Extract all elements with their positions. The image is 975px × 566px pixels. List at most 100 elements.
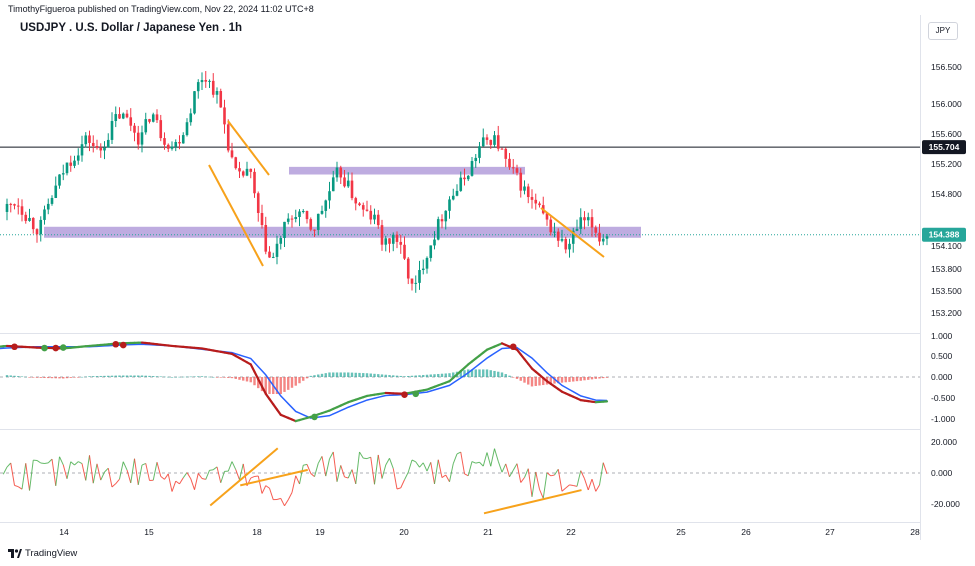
oscillator-line-segment (265, 485, 270, 489)
macd-histogram-bar (137, 375, 140, 377)
oscillator-line-segment (197, 473, 203, 479)
candle-body (553, 231, 556, 233)
oscillator-line-segment (96, 463, 102, 481)
candle-body (436, 219, 440, 240)
macd-cross-marker (52, 344, 60, 352)
candle-body (298, 211, 301, 218)
candle-body (511, 167, 515, 169)
oscillator-line-segment (460, 451, 465, 474)
macd-histogram-bar (493, 370, 496, 377)
macd-tick-label: 1.000 (931, 331, 953, 341)
oscillator-line-segment (235, 469, 240, 480)
macd-histogram-bar (92, 376, 95, 377)
oscillator-line-segment (167, 473, 173, 492)
macd-histogram-bar (602, 377, 605, 379)
oscillator-line-segment (299, 465, 304, 485)
macd-histogram-bar (80, 376, 84, 378)
macd-cross-marker (112, 340, 120, 348)
candle-body (583, 217, 586, 221)
currency-button[interactable]: JPY (928, 22, 958, 40)
candle-body (575, 228, 579, 231)
candle-body (290, 218, 294, 220)
macd-histogram-bar (508, 375, 511, 377)
macd-histogram-bar (257, 377, 260, 389)
candle-body (170, 146, 174, 149)
oscillator-line-segment (539, 489, 544, 499)
candle-body (65, 162, 69, 174)
price-tick-label: 153.200 (931, 308, 962, 318)
oscillator-layer (0, 447, 920, 515)
candle-body (294, 217, 298, 219)
candle-body (260, 213, 264, 226)
oscillator-line-segment (220, 471, 225, 483)
candle-body (159, 120, 163, 139)
candle-body (388, 238, 391, 244)
macd-histogram-bar (339, 372, 342, 377)
candle-body (80, 144, 84, 156)
macd-histogram-bar (500, 372, 504, 377)
macd-histogram-bar (107, 375, 110, 377)
oscillator-line-segment (314, 463, 319, 477)
macd-histogram-bar (5, 375, 9, 377)
macd-histogram-bar (208, 376, 211, 378)
macd-histogram-bar (28, 377, 31, 378)
macd-histogram-bar (35, 377, 39, 378)
oscillator-trendline (240, 468, 308, 487)
macd-line-segment (260, 385, 267, 395)
macd-histogram-bar (84, 376, 87, 378)
candle-body (256, 193, 260, 214)
x-tick-label: 28 (910, 527, 920, 537)
macd-layer (0, 340, 920, 423)
oscillator-line-segment (119, 461, 124, 480)
candle-body (99, 147, 103, 151)
candle-body (444, 210, 448, 222)
oscillator-line-segment (430, 462, 435, 485)
macd-histogram-bar (313, 375, 316, 377)
macd-histogram-bar (212, 376, 215, 378)
macd-line-segment (257, 378, 264, 388)
candle-body (189, 113, 193, 123)
candle-body (271, 256, 275, 258)
macd-histogram-bar (504, 374, 507, 377)
candle-body (148, 119, 151, 122)
tradingview-logo[interactable]: TradingView (8, 548, 77, 559)
macd-histogram-bar (43, 377, 46, 378)
candle-body (181, 135, 185, 144)
axis-layer: 14 15 18 19 20 21 22 25 26 27 28 156.500 156.000 155.… (59, 62, 962, 537)
macd-histogram-bar (410, 375, 414, 377)
macd-histogram-bar (103, 375, 106, 377)
macd-histogram-bar (242, 377, 245, 381)
oscillator-line-segment (269, 488, 274, 500)
oscillator-line-segment (78, 461, 83, 464)
macd-histogram-bar (519, 377, 522, 381)
macd-histogram-bar (245, 377, 249, 382)
macd-histogram-bar (470, 369, 474, 377)
oscillator-line-segment (160, 475, 165, 480)
macd-histogram-bar (403, 376, 406, 377)
trendlines-layer (208, 120, 605, 267)
candle-body (178, 142, 181, 144)
support-zone (289, 166, 525, 175)
macd-histogram-bar (163, 376, 166, 378)
oscillator-line-segment (111, 483, 117, 488)
macd-histogram-bar (530, 377, 534, 387)
oscillator-line-segment (89, 455, 94, 484)
candle-body (106, 139, 110, 148)
macd-histogram-bar (20, 376, 24, 378)
candle-body (144, 119, 148, 133)
macd-histogram-bar (560, 377, 564, 383)
macd-histogram-bar (110, 375, 114, 377)
candle-body (545, 213, 549, 220)
macd-histogram-bar (133, 375, 136, 377)
candle-body (31, 217, 35, 230)
candle-body (601, 238, 605, 242)
candle-body (433, 239, 436, 246)
oscillator-line-segment (21, 463, 27, 490)
oscillator-line-segment (134, 458, 139, 485)
oscillator-line-segment (486, 452, 492, 467)
price-tick-label: 155.200 (931, 159, 962, 169)
oscillator-line-segment (467, 461, 473, 476)
macd-histogram-bar (590, 377, 594, 380)
candle-body (459, 177, 463, 191)
